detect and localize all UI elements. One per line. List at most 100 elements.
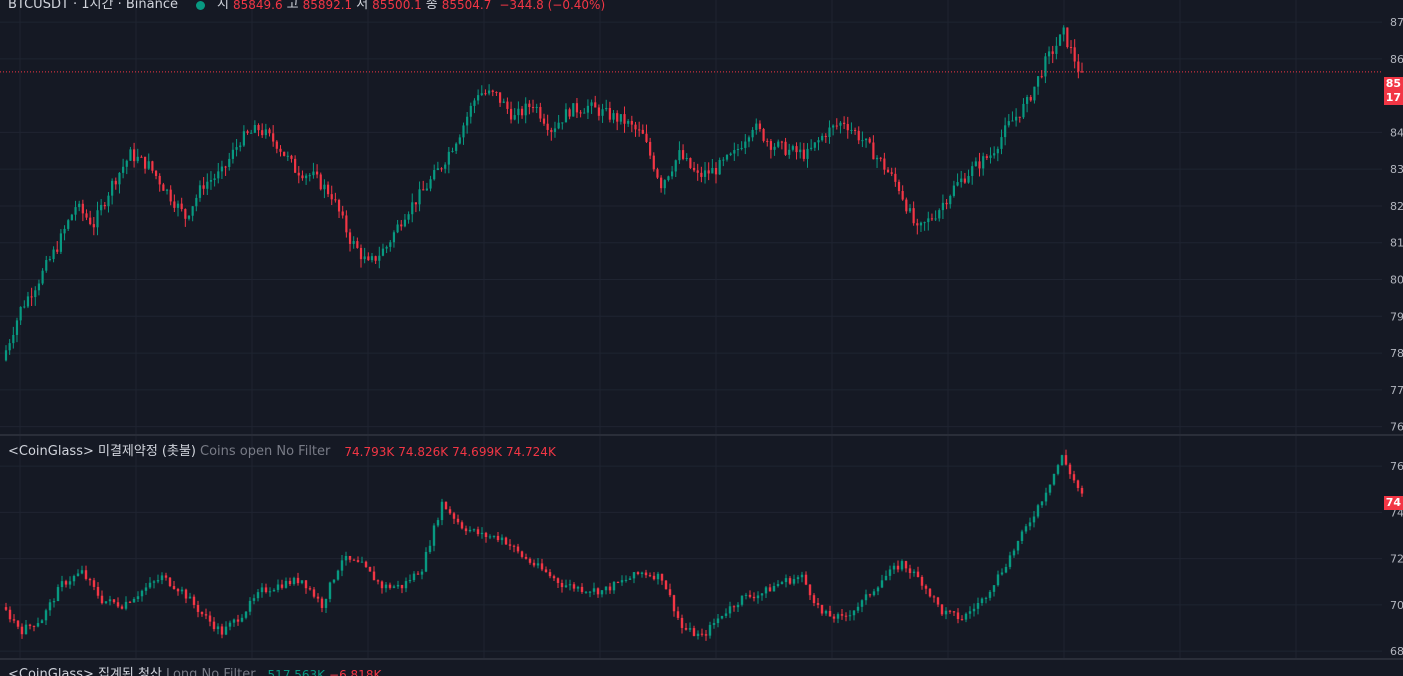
oi-title[interactable]: <CoinGlass> 미결제약정 (촛불) xyxy=(8,444,196,459)
candle-body xyxy=(624,579,628,581)
candle-body xyxy=(755,123,758,130)
candle-body xyxy=(120,606,124,609)
candle-body xyxy=(1004,566,1008,573)
candle-body xyxy=(372,571,376,581)
candle-body xyxy=(456,518,460,523)
open-interest-chart-svg[interactable]: 76 74 72 70 68 xyxy=(0,436,1403,658)
candle-body xyxy=(315,171,319,175)
candle-body xyxy=(604,586,608,591)
candle-body xyxy=(688,628,692,630)
candle-body xyxy=(568,109,571,117)
liquidation-pane[interactable]: <CoinGlass> 집계된 청산 Long No Filter 517.56… xyxy=(0,660,1403,676)
candle-body xyxy=(180,203,183,210)
candle-body xyxy=(502,101,505,103)
candle-body xyxy=(732,606,736,608)
candle-body xyxy=(484,532,488,537)
candle-body xyxy=(821,135,824,141)
candle-body xyxy=(286,155,289,157)
candle-body xyxy=(204,614,208,616)
candle-body xyxy=(403,219,407,227)
candle-body xyxy=(864,594,868,601)
candle-body xyxy=(301,175,304,179)
change-value: −344.8 (−0.40%) xyxy=(499,0,606,12)
candle-body xyxy=(180,589,184,592)
price-chart-svg[interactable]: 87 86 84 83 82 81 80 79 78 77 76 xyxy=(0,0,1403,434)
main-price-pane[interactable]: 87 86 84 83 82 81 80 79 78 77 76 BTCUSDT · 1시간 · B… xyxy=(0,0,1403,434)
candle-body xyxy=(670,171,674,177)
candle-body xyxy=(111,180,114,196)
candle-body xyxy=(532,562,536,566)
candle-body xyxy=(330,194,333,200)
candle-body xyxy=(1068,464,1072,475)
candle-body xyxy=(228,158,231,168)
candle-body xyxy=(1028,522,1032,527)
candle-body xyxy=(904,561,908,569)
candle-body xyxy=(144,587,148,591)
liq-title[interactable]: <CoinGlass> 집계된 청산 xyxy=(8,667,162,676)
candle-body xyxy=(422,189,425,191)
candle-body xyxy=(576,586,580,589)
candle-body xyxy=(506,101,509,109)
candle-body xyxy=(184,589,188,599)
candle-body xyxy=(550,129,553,132)
candle-body xyxy=(412,573,416,581)
candle-body xyxy=(236,619,240,622)
candle-body xyxy=(964,613,968,620)
candle-body xyxy=(663,180,666,189)
candle-body xyxy=(1011,120,1014,122)
candle-body xyxy=(428,545,432,552)
candle-body xyxy=(608,107,611,120)
y-axis-tick-label: 68 xyxy=(1390,645,1403,658)
candle-body xyxy=(861,140,864,142)
candle-body xyxy=(817,140,820,143)
candle-body xyxy=(492,535,496,537)
candle-body xyxy=(839,122,842,126)
oi-value-1: 74.793K xyxy=(344,445,395,459)
candle-body xyxy=(56,249,59,252)
candle-body xyxy=(736,148,740,151)
candle-body xyxy=(261,130,264,136)
candle-body xyxy=(714,168,718,175)
candle-body xyxy=(773,146,776,150)
candle-body xyxy=(1004,125,1007,138)
candle-body xyxy=(594,102,597,108)
candle-body xyxy=(491,90,494,92)
candle-body xyxy=(1080,487,1084,494)
candle-body xyxy=(696,633,700,636)
candle-body xyxy=(300,580,304,584)
pane-divider-2[interactable] xyxy=(0,658,1403,660)
candle-body xyxy=(700,633,704,635)
candle-body xyxy=(290,155,293,159)
candle-body xyxy=(944,610,948,615)
candle-body xyxy=(140,156,143,158)
candle-body xyxy=(425,188,428,191)
candle-body xyxy=(52,601,56,603)
candle-body xyxy=(447,151,450,165)
candle-body xyxy=(272,133,275,142)
market-status-icon[interactable] xyxy=(196,0,205,10)
candle-body xyxy=(524,556,528,559)
candle-body xyxy=(220,626,224,635)
pane-divider[interactable] xyxy=(0,434,1403,436)
candle-body xyxy=(378,255,381,261)
candle-body xyxy=(678,150,681,161)
candle-body xyxy=(132,149,136,162)
candle-body xyxy=(879,157,882,159)
open-interest-pane[interactable]: 76 74 72 70 68 <CoinGlass> 미결제약정 (촛불) Coins … xyxy=(0,436,1403,658)
candle-body xyxy=(509,108,513,120)
candle-body xyxy=(187,215,191,219)
candle-body xyxy=(927,218,930,223)
candle-body xyxy=(253,125,256,133)
candle-body xyxy=(1036,505,1040,517)
candle-body xyxy=(972,608,976,612)
candle-body xyxy=(623,114,626,124)
candle-body xyxy=(799,149,802,153)
candle-body xyxy=(484,93,487,95)
candle-body xyxy=(451,150,454,152)
candle-body xyxy=(334,199,337,201)
candle-body xyxy=(660,573,664,581)
candle-body xyxy=(1072,474,1076,481)
symbol-label[interactable]: BTCUSDT · 1시간 · Binance xyxy=(8,0,178,12)
candle-body xyxy=(645,133,648,142)
candle-body xyxy=(72,576,76,582)
